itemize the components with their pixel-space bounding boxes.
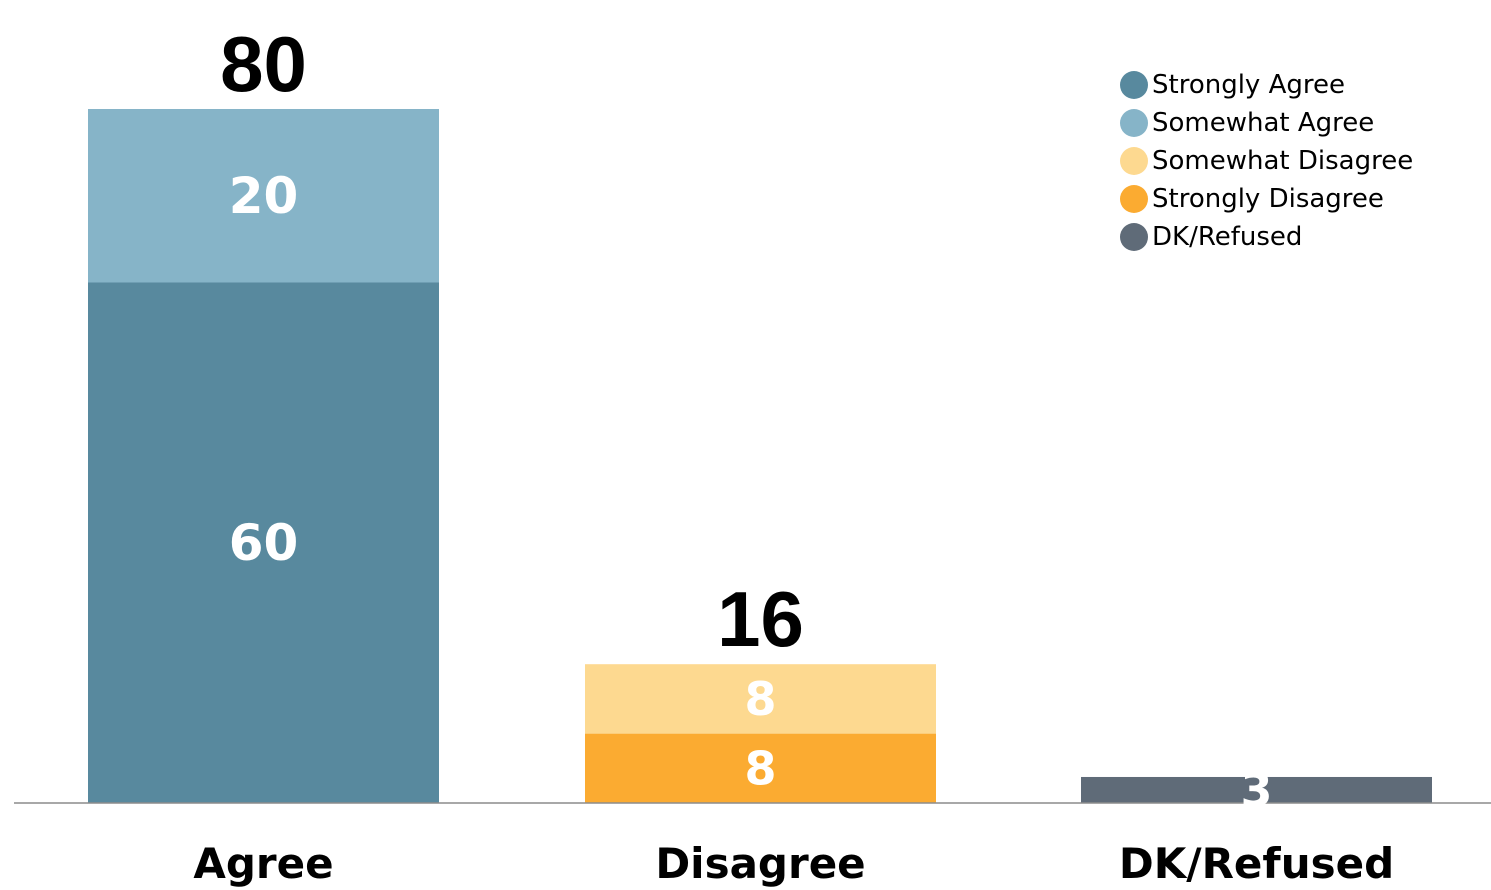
total-label-agree: 80	[220, 20, 307, 108]
data-label-strongly-agree: 60	[229, 514, 299, 572]
category-labels: Agree Disagree DK/Refused	[193, 839, 1394, 888]
category-label-dk-refused: DK/Refused	[1119, 839, 1394, 888]
category-label-agree: Agree	[193, 839, 333, 888]
bar-segment-strongly-agree	[88, 282, 439, 803]
legend-swatch	[1120, 71, 1148, 99]
legend-label: Somewhat Agree	[1152, 108, 1375, 138]
legend-swatch	[1120, 147, 1148, 175]
legend-item-somewhat-agree: Somewhat Agree	[1120, 104, 1413, 142]
bar-segment-somewhat-disagree	[585, 664, 936, 734]
bar-segment-strongly-disagree	[585, 733, 936, 803]
data-label-somewhat-disagree: 8	[744, 672, 776, 726]
legend-label: Somewhat Disagree	[1152, 146, 1414, 176]
legend-swatch	[1120, 185, 1148, 213]
legend: Strongly Agree Somewhat Agree Somewhat D…	[1120, 66, 1413, 256]
bar-segments	[88, 109, 1432, 803]
legend-item-strongly-agree: Strongly Agree	[1120, 66, 1413, 104]
legend-item-strongly-disagree: Strongly Disagree	[1120, 180, 1413, 218]
legend-swatch	[1120, 109, 1148, 137]
total-label-disagree: 16	[717, 575, 804, 663]
legend-item-dk-refused: DK/Refused	[1120, 218, 1413, 256]
data-label-dk-refused: 3	[1240, 763, 1272, 817]
category-label-disagree: Disagree	[655, 839, 865, 888]
legend-swatch	[1120, 223, 1148, 251]
legend-label: Strongly Agree	[1152, 70, 1345, 100]
bar-total-labels: 80 16	[220, 20, 804, 663]
bar-value-labels: 60 20 8 8 3	[229, 167, 1273, 817]
data-label-strongly-disagree: 8	[744, 741, 776, 795]
legend-label: DK/Refused	[1152, 222, 1303, 252]
data-label-somewhat-agree: 20	[229, 167, 299, 225]
legend-item-somewhat-disagree: Somewhat Disagree	[1120, 142, 1413, 180]
bar-segment-dk-refused	[1081, 776, 1432, 803]
bar-segment-somewhat-agree	[88, 109, 439, 283]
legend-label: Strongly Disagree	[1152, 184, 1384, 214]
